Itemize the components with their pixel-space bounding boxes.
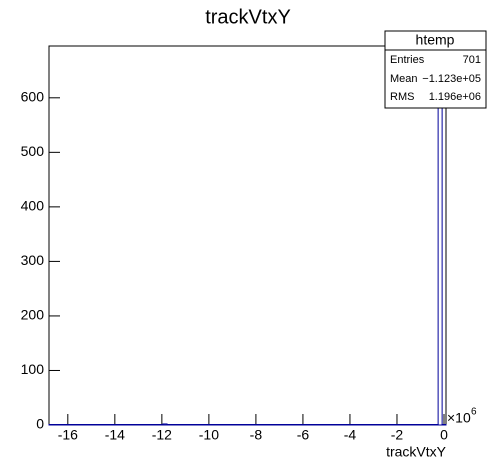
stats-title: htemp xyxy=(416,32,455,48)
x-axis-label: trackVtxY xyxy=(386,444,447,460)
x-tick-label: -12 xyxy=(152,427,172,443)
chart-title: trackVtxY xyxy=(205,6,291,28)
y-tick-label: 200 xyxy=(21,307,45,323)
bar xyxy=(48,424,164,426)
x-tick-label: -8 xyxy=(250,427,263,443)
stats-value: −1.123e+05 xyxy=(422,73,481,85)
x-tick-label: -14 xyxy=(105,427,125,443)
stats-key: Entries xyxy=(390,54,425,66)
stats-frame xyxy=(384,30,487,109)
x-tick-label: -4 xyxy=(344,427,357,443)
bar xyxy=(166,424,439,426)
x-multiplier: ×10 xyxy=(447,410,471,426)
stats-value: 1.196e+06 xyxy=(429,91,481,103)
x-tick-label: -6 xyxy=(297,427,310,443)
y-tick-label: 300 xyxy=(21,252,45,268)
y-tick-label: 100 xyxy=(21,361,45,377)
x-tick-label: 0 xyxy=(440,427,448,443)
x-tick-label: -2 xyxy=(391,427,404,443)
y-tick-label: 0 xyxy=(36,416,44,432)
stats-value: 701 xyxy=(463,54,481,66)
x-tick-label: -16 xyxy=(58,427,78,443)
stats-key: RMS xyxy=(390,91,414,103)
stats-key: Mean xyxy=(390,73,418,85)
x-tick-label: -10 xyxy=(199,427,219,443)
y-tick-label: 400 xyxy=(21,198,45,214)
y-tick-label: 600 xyxy=(21,89,45,105)
x-multiplier-exponent: 6 xyxy=(471,407,477,418)
y-tick-label: 500 xyxy=(21,143,45,159)
bar xyxy=(441,424,447,426)
stats-box: htemp Entries 701 Mean −1.123e+05 RMS 1.… xyxy=(384,30,487,109)
